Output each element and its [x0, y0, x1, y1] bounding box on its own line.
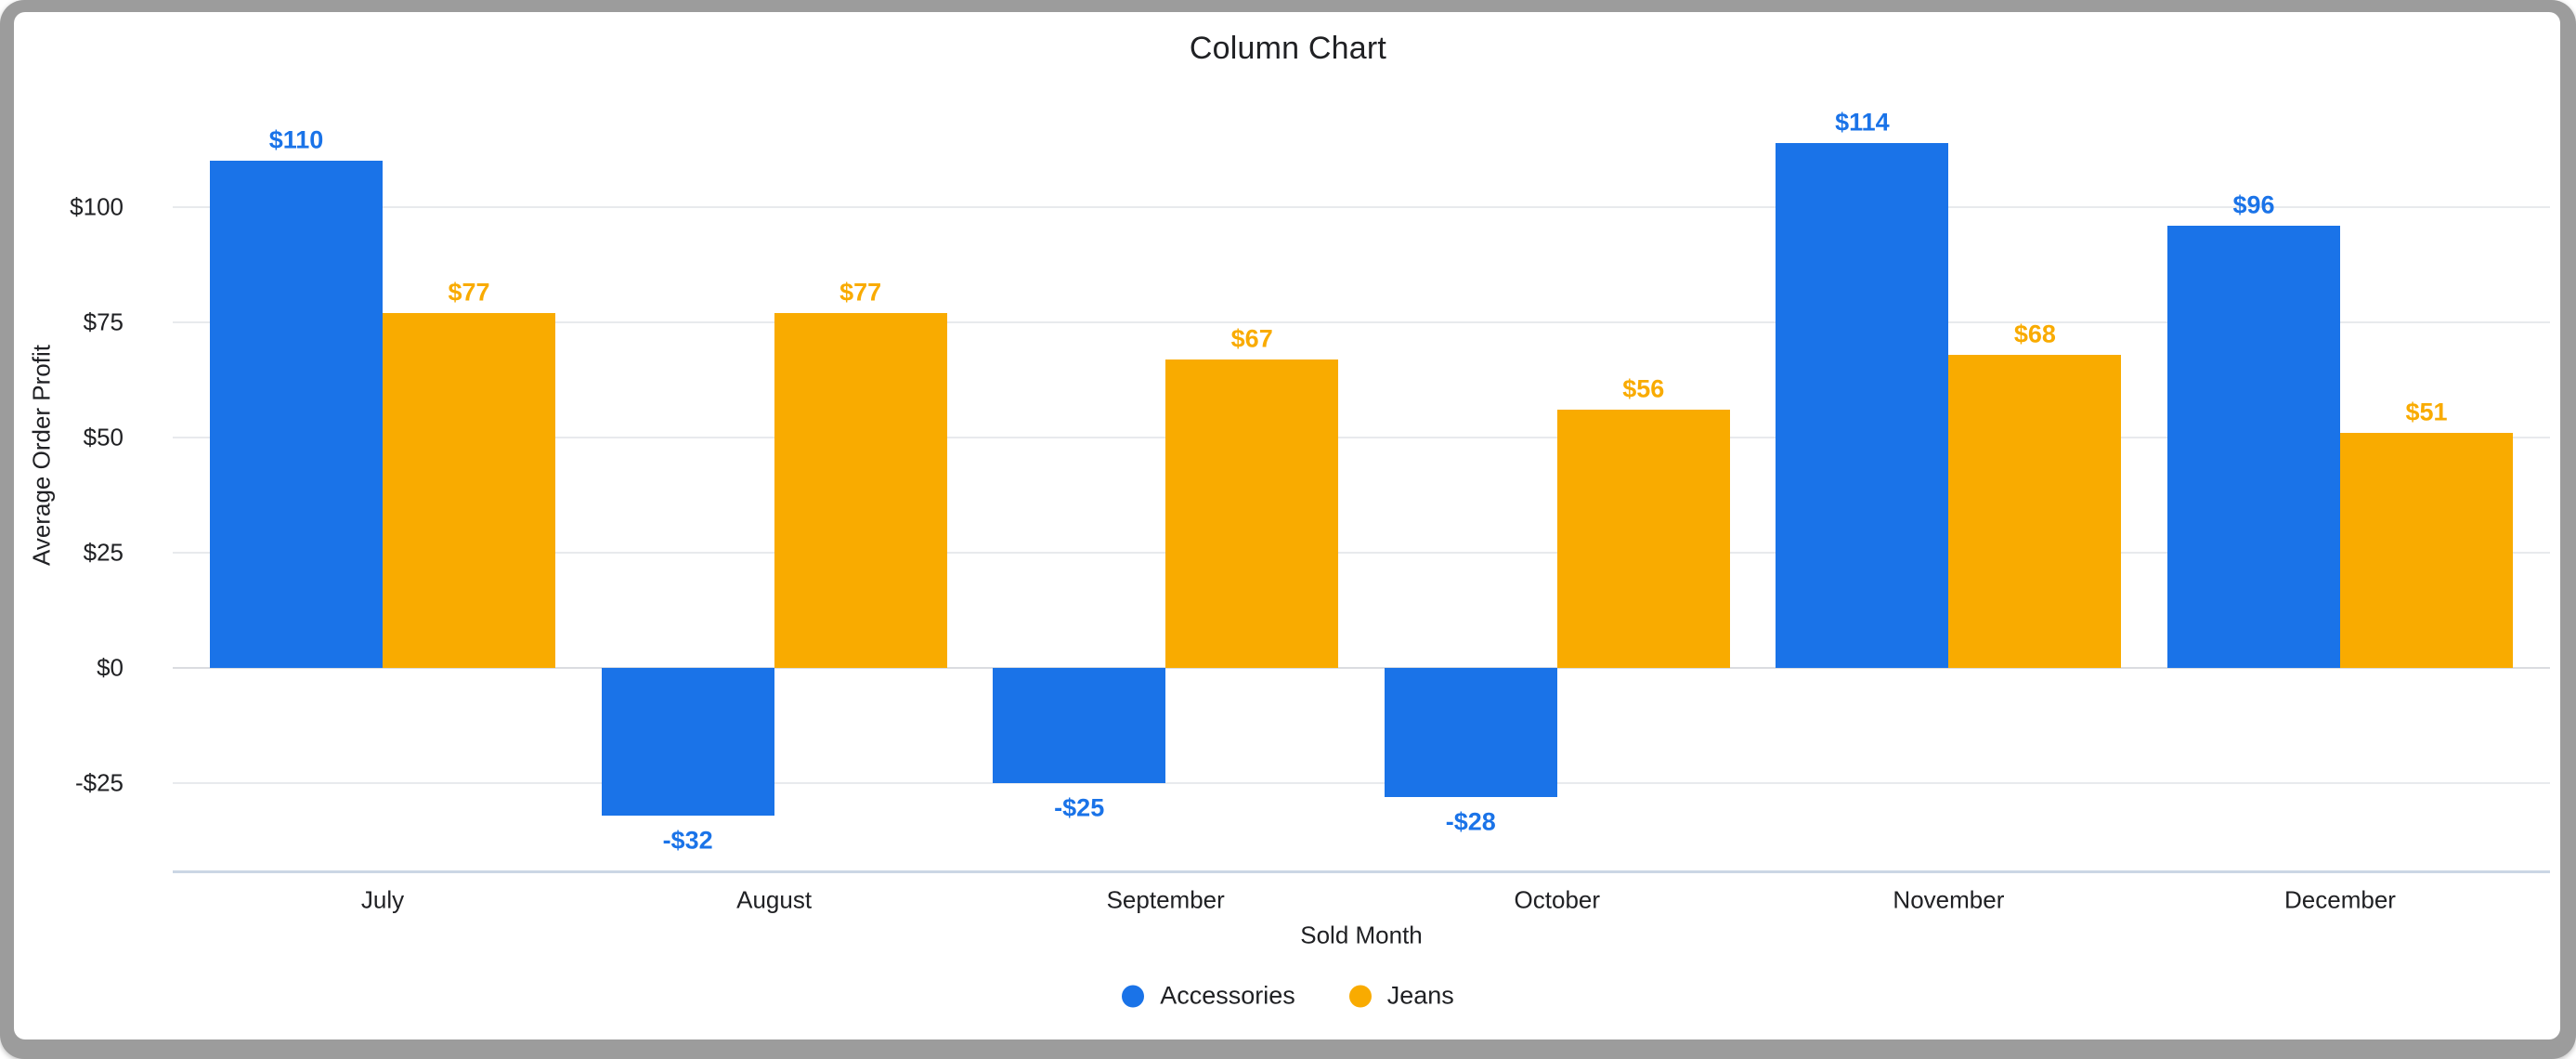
- accessories-swatch-icon: [1122, 985, 1145, 1007]
- bar-value-label: $77: [448, 278, 490, 307]
- x-axis-title: Sold Month: [1300, 921, 1423, 949]
- bar-value-label: $110: [268, 125, 324, 154]
- y-tick-label: $25: [83, 538, 124, 567]
- bar-jeans-august[interactable]: [774, 313, 947, 668]
- y-tick-label: $50: [83, 423, 124, 451]
- bar-value-label: $77: [839, 278, 882, 307]
- x-tick-label-september: September: [1106, 885, 1225, 914]
- x-axis-line: [173, 870, 2550, 873]
- bar-accessories-october[interactable]: [1384, 668, 1557, 797]
- legend-item-accessories[interactable]: Accessories: [1122, 982, 1295, 1011]
- bar-jeans-october[interactable]: [1556, 410, 1730, 668]
- bar-accessories-september[interactable]: [993, 668, 1166, 783]
- bar-jeans-july[interactable]: [383, 313, 555, 668]
- zero-gridline: [173, 667, 2550, 669]
- gridline: [173, 552, 2550, 554]
- bar-accessories-july[interactable]: [210, 161, 383, 668]
- y-axis-title: Average Order Profit: [27, 345, 56, 566]
- gridline: [173, 437, 2550, 438]
- bar-value-label: $114: [1835, 108, 1890, 137]
- x-tick-label-october: October: [1514, 885, 1601, 914]
- jeans-swatch-icon: [1348, 985, 1372, 1007]
- y-tick-label: $0: [97, 653, 124, 682]
- gridline: [173, 782, 2550, 784]
- bar-value-label: $96: [2232, 190, 2275, 219]
- chart-title: Column Chart: [1189, 31, 1387, 66]
- bar-jeans-december[interactable]: [2340, 433, 2513, 668]
- bar-accessories-december[interactable]: [2167, 225, 2340, 668]
- bar-value-label: $56: [1622, 374, 1665, 403]
- bar-value-label: $67: [1230, 324, 1273, 353]
- legend-label-accessories: Accessories: [1160, 981, 1295, 1010]
- bar-jeans-september[interactable]: [1165, 359, 1339, 668]
- x-tick-label-november: November: [1893, 885, 2005, 914]
- y-tick-label: $100: [70, 192, 124, 221]
- bar-value-label: -$28: [1445, 807, 1496, 836]
- x-tick-label-december: December: [2284, 885, 2396, 914]
- bar-accessories-august[interactable]: [601, 668, 774, 816]
- legend-label-jeans: Jeans: [1386, 981, 1454, 1010]
- bar-value-label: -$25: [1054, 793, 1105, 822]
- y-tick-label: -$25: [74, 768, 124, 797]
- gridline: [173, 206, 2550, 208]
- bar-value-label: $51: [2405, 398, 2448, 426]
- bar-value-label: -$32: [662, 826, 713, 855]
- gridline: [173, 321, 2550, 323]
- x-tick-label-august: August: [736, 885, 813, 914]
- legend: Accessories Jeans: [0, 982, 2576, 1011]
- legend-item-jeans[interactable]: Jeans: [1348, 981, 1454, 1011]
- bar-value-label: $68: [2013, 320, 2056, 348]
- x-tick-label-july: July: [360, 885, 405, 914]
- bar-jeans-november[interactable]: [1948, 354, 2122, 668]
- bar-accessories-november[interactable]: [1776, 142, 1949, 668]
- y-tick-label: $75: [83, 307, 124, 336]
